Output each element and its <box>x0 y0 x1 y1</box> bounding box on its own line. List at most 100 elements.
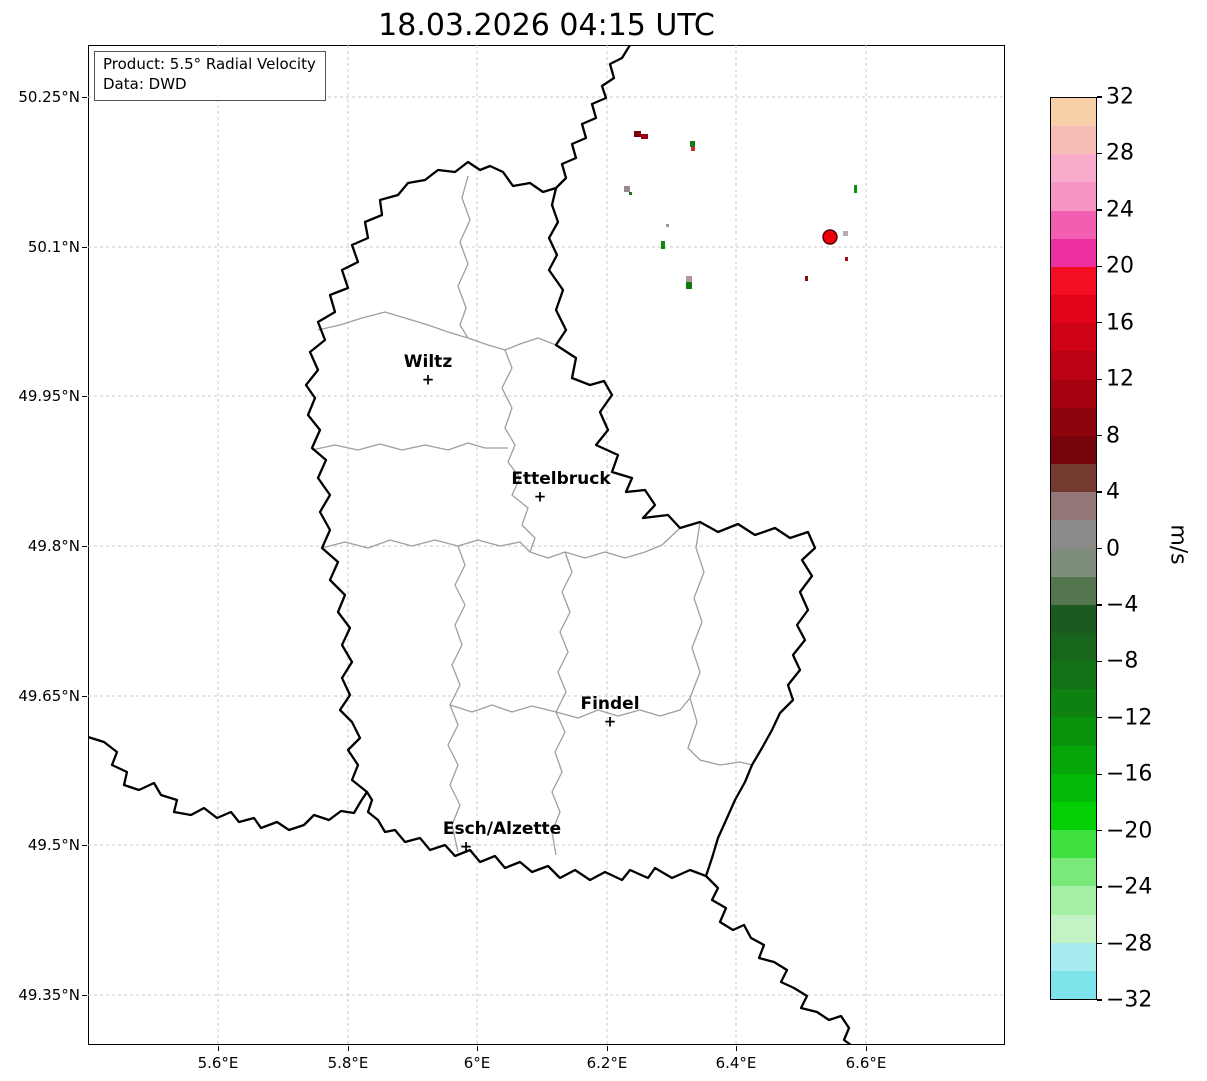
plot-title: 18.03.2026 04:15 UTC <box>378 8 715 43</box>
colorbar-tick-mark <box>1097 491 1102 493</box>
colorbar-segment <box>1051 210 1096 239</box>
colorbar-tick-mark <box>1097 830 1102 832</box>
radar-echo <box>666 224 669 227</box>
colorbar-tick-label: −28 <box>1106 931 1153 957</box>
colorbar-segment <box>1051 323 1096 352</box>
y-tick-mark <box>82 994 87 996</box>
colorbar-segment <box>1051 858 1096 887</box>
city-label-ettelbruck: Ettelbruck <box>511 469 611 489</box>
colorbar-tick-label: −12 <box>1106 705 1153 731</box>
colorbar-segment <box>1051 464 1096 493</box>
colorbar-unit-label: m/s <box>1165 524 1191 565</box>
city-marker-findel: + <box>603 712 617 731</box>
colorbar-tick-mark <box>1097 604 1102 606</box>
radar-echo <box>845 257 848 261</box>
colorbar-tick-label: −32 <box>1106 987 1153 1013</box>
y-axis-tick-label: 49.5°N <box>27 836 80 854</box>
city-marker-wiltz: + <box>421 370 435 389</box>
city-label-wiltz: Wiltz <box>403 352 453 372</box>
colorbar-segment <box>1051 745 1096 774</box>
colorbar-segment <box>1051 830 1096 859</box>
colorbar-tick-mark <box>1097 209 1102 211</box>
radar-echo <box>661 241 665 249</box>
colorbar-tick-mark <box>1097 886 1102 888</box>
plot-frame <box>88 45 1005 1045</box>
colorbar-tick-label: −4 <box>1106 592 1139 618</box>
x-axis-tick-label: 5.6°E <box>197 1054 239 1072</box>
colorbar-tick-label: 32 <box>1106 84 1134 110</box>
colorbar-tick-mark <box>1097 96 1102 98</box>
colorbar-segment <box>1051 407 1096 436</box>
radar-echo <box>854 185 857 193</box>
colorbar-tick-label: −8 <box>1106 648 1139 674</box>
colorbar-tick-label: 28 <box>1106 140 1134 166</box>
x-tick-mark <box>476 1046 478 1051</box>
colorbar-segment <box>1051 661 1096 690</box>
radar-echo <box>634 131 641 137</box>
colorbar-segment <box>1051 154 1096 183</box>
colorbar-segment <box>1051 238 1096 267</box>
y-tick-mark <box>82 96 87 98</box>
colorbar-tick-mark <box>1097 773 1102 775</box>
canton-border-wiltz-redange <box>311 442 508 451</box>
colorbar-tick-mark <box>1097 434 1102 437</box>
radar-echo <box>690 141 695 147</box>
colorbar-segment <box>1051 717 1096 746</box>
product-info-line: Product: 5.5° Radial Velocity <box>103 55 316 73</box>
canton-border-mersch-luxembourg <box>551 551 573 856</box>
x-tick-mark <box>865 1046 867 1051</box>
x-tick-mark <box>347 1046 349 1051</box>
colorbar-segment <box>1051 604 1096 633</box>
colorbar-tick-label: 20 <box>1106 253 1134 279</box>
x-tick-mark <box>606 1046 608 1051</box>
x-axis-tick-label: 6.2°E <box>586 1054 628 1072</box>
city-label-esch-alzette: Esch/Alzette <box>442 819 562 839</box>
y-tick-mark <box>82 246 87 248</box>
radar-echo <box>624 186 630 192</box>
colorbar-segment <box>1051 182 1096 211</box>
city-marker-ettelbruck: + <box>533 487 547 506</box>
radar-echo <box>805 276 808 281</box>
colorbar-tick-label: −20 <box>1106 818 1153 844</box>
city-marker-esch-alzette: + <box>459 837 473 856</box>
colorbar-segment <box>1051 435 1096 465</box>
colorbar-tick-mark <box>1097 547 1102 550</box>
y-axis-tick-label: 49.65°N <box>18 687 80 705</box>
y-tick-mark <box>82 844 87 846</box>
colorbar-tick-label: 4 <box>1106 479 1120 505</box>
colorbar-tick-label: 12 <box>1106 366 1134 392</box>
colorbar-segment <box>1051 942 1096 971</box>
canton-border-redange-capellen <box>447 545 466 853</box>
colorbar-tick-label: 0 <box>1106 536 1120 561</box>
colorbar-segment <box>1051 886 1096 915</box>
x-axis-tick-label: 6.4°E <box>715 1054 757 1072</box>
x-tick-mark <box>217 1046 219 1051</box>
colorbar-tick-mark <box>1097 717 1102 719</box>
x-axis-tick-label: 6.6°E <box>845 1054 887 1072</box>
map-canvas <box>88 45 1005 1045</box>
x-axis-tick-label: 6°E <box>463 1054 491 1072</box>
y-axis-tick-label: 50.1°N <box>27 238 80 256</box>
radar-echo <box>686 276 692 282</box>
colorbar <box>1050 97 1097 1000</box>
product-info-box: Product: 5.5° Radial Velocity Data: DWD <box>94 51 326 101</box>
y-tick-mark <box>82 545 87 547</box>
colorbar-tick-mark <box>1097 942 1102 945</box>
radar-echo <box>629 192 632 195</box>
luxembourg-outline <box>304 160 817 882</box>
colorbar-segment <box>1051 98 1096 127</box>
colorbar-tick-mark <box>1097 265 1102 267</box>
colorbar-tick-label: 8 <box>1106 423 1120 449</box>
france-germany-border <box>704 874 853 1045</box>
colorbar-segment <box>1051 970 1096 999</box>
radar-echo <box>843 231 848 236</box>
y-axis-tick-label: 49.8°N <box>27 537 80 555</box>
colorbar-segment <box>1051 492 1096 521</box>
x-axis-tick-label: 5.8°E <box>327 1054 369 1072</box>
y-axis-tick-label: 49.35°N <box>18 986 80 1004</box>
colorbar-segment <box>1051 266 1096 296</box>
canton-border-luxembourg-esch <box>449 697 691 719</box>
colorbar-tick-mark <box>1097 999 1102 1001</box>
colorbar-segment <box>1051 548 1096 577</box>
colorbar-tick-label: 16 <box>1106 310 1134 336</box>
